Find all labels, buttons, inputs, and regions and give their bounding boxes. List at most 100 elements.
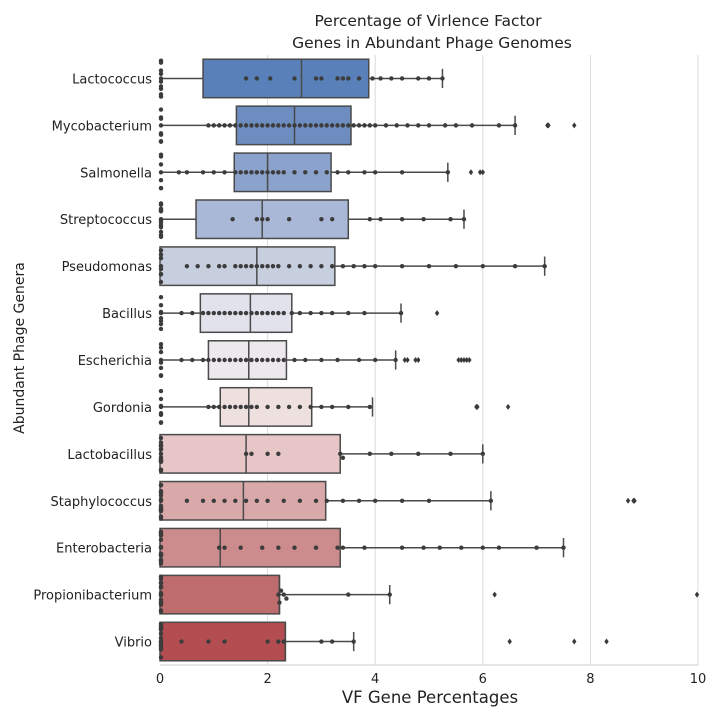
y-tick-label-10: Enterobacteria — [56, 542, 152, 557]
swarm-point-1-40 — [384, 123, 388, 127]
y-tick-label-2: Salmonella — [80, 166, 152, 181]
swarm-point-12-18 — [265, 639, 269, 643]
swarm-point-7-7 — [159, 420, 163, 424]
swarm-point-9-21 — [244, 499, 248, 503]
swarm-point-6-8 — [179, 358, 183, 362]
y-tick-label-8: Lactobacillus — [67, 448, 152, 463]
swarm-point-6-9 — [190, 358, 194, 362]
swarm-point-5-30 — [330, 311, 334, 315]
swarm-point-8-22 — [368, 452, 372, 456]
swarm-point-10-16 — [217, 545, 221, 549]
swarm-point-2-7 — [177, 170, 181, 174]
swarm-point-5-24 — [276, 311, 280, 315]
y-axis-title: Abundant Phage Genera — [12, 262, 28, 434]
swarm-point-2-1 — [159, 178, 163, 182]
swarm-point-7-14 — [239, 405, 243, 409]
swarm-point-8-15 — [159, 459, 163, 463]
swarm-point-1-4 — [159, 107, 163, 111]
swarm-point-5-28 — [308, 311, 312, 315]
swarm-point-7-13 — [233, 405, 237, 409]
swarm-point-2-18 — [265, 170, 269, 174]
x-tick-label-0: 0 — [156, 672, 164, 687]
swarm-point-8-24 — [416, 452, 420, 456]
swarm-point-3-19 — [319, 217, 323, 221]
swarm-point-4-20 — [271, 264, 275, 268]
swarm-point-7-6 — [159, 404, 163, 408]
swarm-point-3-22 — [378, 217, 382, 221]
swarm-point-2-0 — [159, 170, 163, 174]
swarm-point-2-5 — [159, 186, 163, 190]
swarm-point-10-19 — [260, 545, 264, 549]
swarm-point-12-12 — [159, 622, 163, 626]
swarm-point-7-11 — [222, 405, 226, 409]
swarm-point-2-9 — [201, 170, 205, 174]
swarm-point-1-37 — [362, 123, 366, 127]
swarm-point-10-31 — [497, 545, 501, 549]
swarm-point-1-6 — [159, 117, 163, 121]
chart-title-line-2: Genes in Abundant Phage Genomes — [292, 34, 572, 52]
swarm-point-12-13 — [159, 643, 163, 647]
swarm-point-4-31 — [400, 264, 404, 268]
x-tick-label-2: 4 — [371, 672, 379, 687]
swarm-point-9-26 — [314, 499, 318, 503]
swarm-point-4-4 — [159, 248, 163, 252]
swarm-point-7-2 — [159, 397, 163, 401]
swarm-point-11-18 — [279, 588, 283, 592]
y-tick-label-7: Gordonia — [93, 401, 152, 416]
swarm-point-2-27 — [346, 170, 350, 174]
swarm-point-12-16 — [206, 639, 210, 643]
swarm-point-5-19 — [249, 311, 253, 315]
swarm-point-6-18 — [244, 358, 248, 362]
swarm-point-3-11 — [159, 220, 163, 224]
swarm-point-7-15 — [244, 405, 248, 409]
swarm-point-1-31 — [330, 123, 334, 127]
swarm-point-8-26 — [481, 452, 485, 456]
swarm-point-1-11 — [222, 123, 226, 127]
swarm-point-1-47 — [470, 123, 474, 127]
swarm-point-4-26 — [330, 264, 334, 268]
swarm-point-11-6 — [159, 585, 163, 589]
swarm-point-0-10 — [244, 76, 248, 80]
swarm-point-0-20 — [370, 76, 374, 80]
swarm-point-3-8 — [159, 203, 163, 207]
swarm-point-1-16 — [249, 123, 253, 127]
swarm-point-11-20 — [284, 596, 288, 600]
swarm-point-10-24 — [341, 545, 345, 549]
swarm-point-1-23 — [287, 123, 291, 127]
swarm-point-2-13 — [239, 170, 243, 174]
swarm-point-5-32 — [362, 311, 366, 315]
swarm-point-6-17 — [239, 358, 243, 362]
swarm-point-4-30 — [373, 264, 377, 268]
swarm-point-1-20 — [271, 123, 275, 127]
swarm-point-2-10 — [212, 170, 216, 174]
swarm-point-9-18 — [212, 499, 216, 503]
swarm-point-5-16 — [233, 311, 237, 315]
swarm-point-1-36 — [357, 123, 361, 127]
swarm-point-7-22 — [308, 405, 312, 409]
swarm-point-1-43 — [416, 123, 420, 127]
swarm-point-12-19 — [276, 639, 280, 643]
y-tick-label-1: Mycobacterium — [52, 119, 152, 134]
swarm-point-1-48 — [497, 123, 501, 127]
swarm-point-2-8 — [185, 170, 189, 174]
swarm-point-1-15 — [244, 123, 248, 127]
swarm-point-9-31 — [400, 499, 404, 503]
swarm-point-10-21 — [292, 545, 296, 549]
swarm-point-9-29 — [357, 499, 361, 503]
swarm-point-9-24 — [282, 499, 286, 503]
swarm-point-1-13 — [233, 123, 237, 127]
x-axis-title: VF Gene Percentages — [342, 688, 518, 707]
y-tick-label-9: Staphylococcus — [51, 495, 153, 510]
x-tick-label-5: 10 — [690, 672, 707, 687]
swarm-point-2-31 — [446, 170, 450, 174]
swarm-point-1-19 — [265, 123, 269, 127]
swarm-point-9-14 — [159, 489, 163, 493]
swarm-point-6-24 — [276, 358, 280, 362]
swarm-point-7-21 — [298, 405, 302, 409]
swarm-point-5-23 — [271, 311, 275, 315]
swarm-point-8-16 — [244, 452, 248, 456]
box-3 — [196, 200, 348, 238]
swarm-point-10-17 — [222, 545, 226, 549]
swarm-point-8-21 — [341, 456, 345, 460]
